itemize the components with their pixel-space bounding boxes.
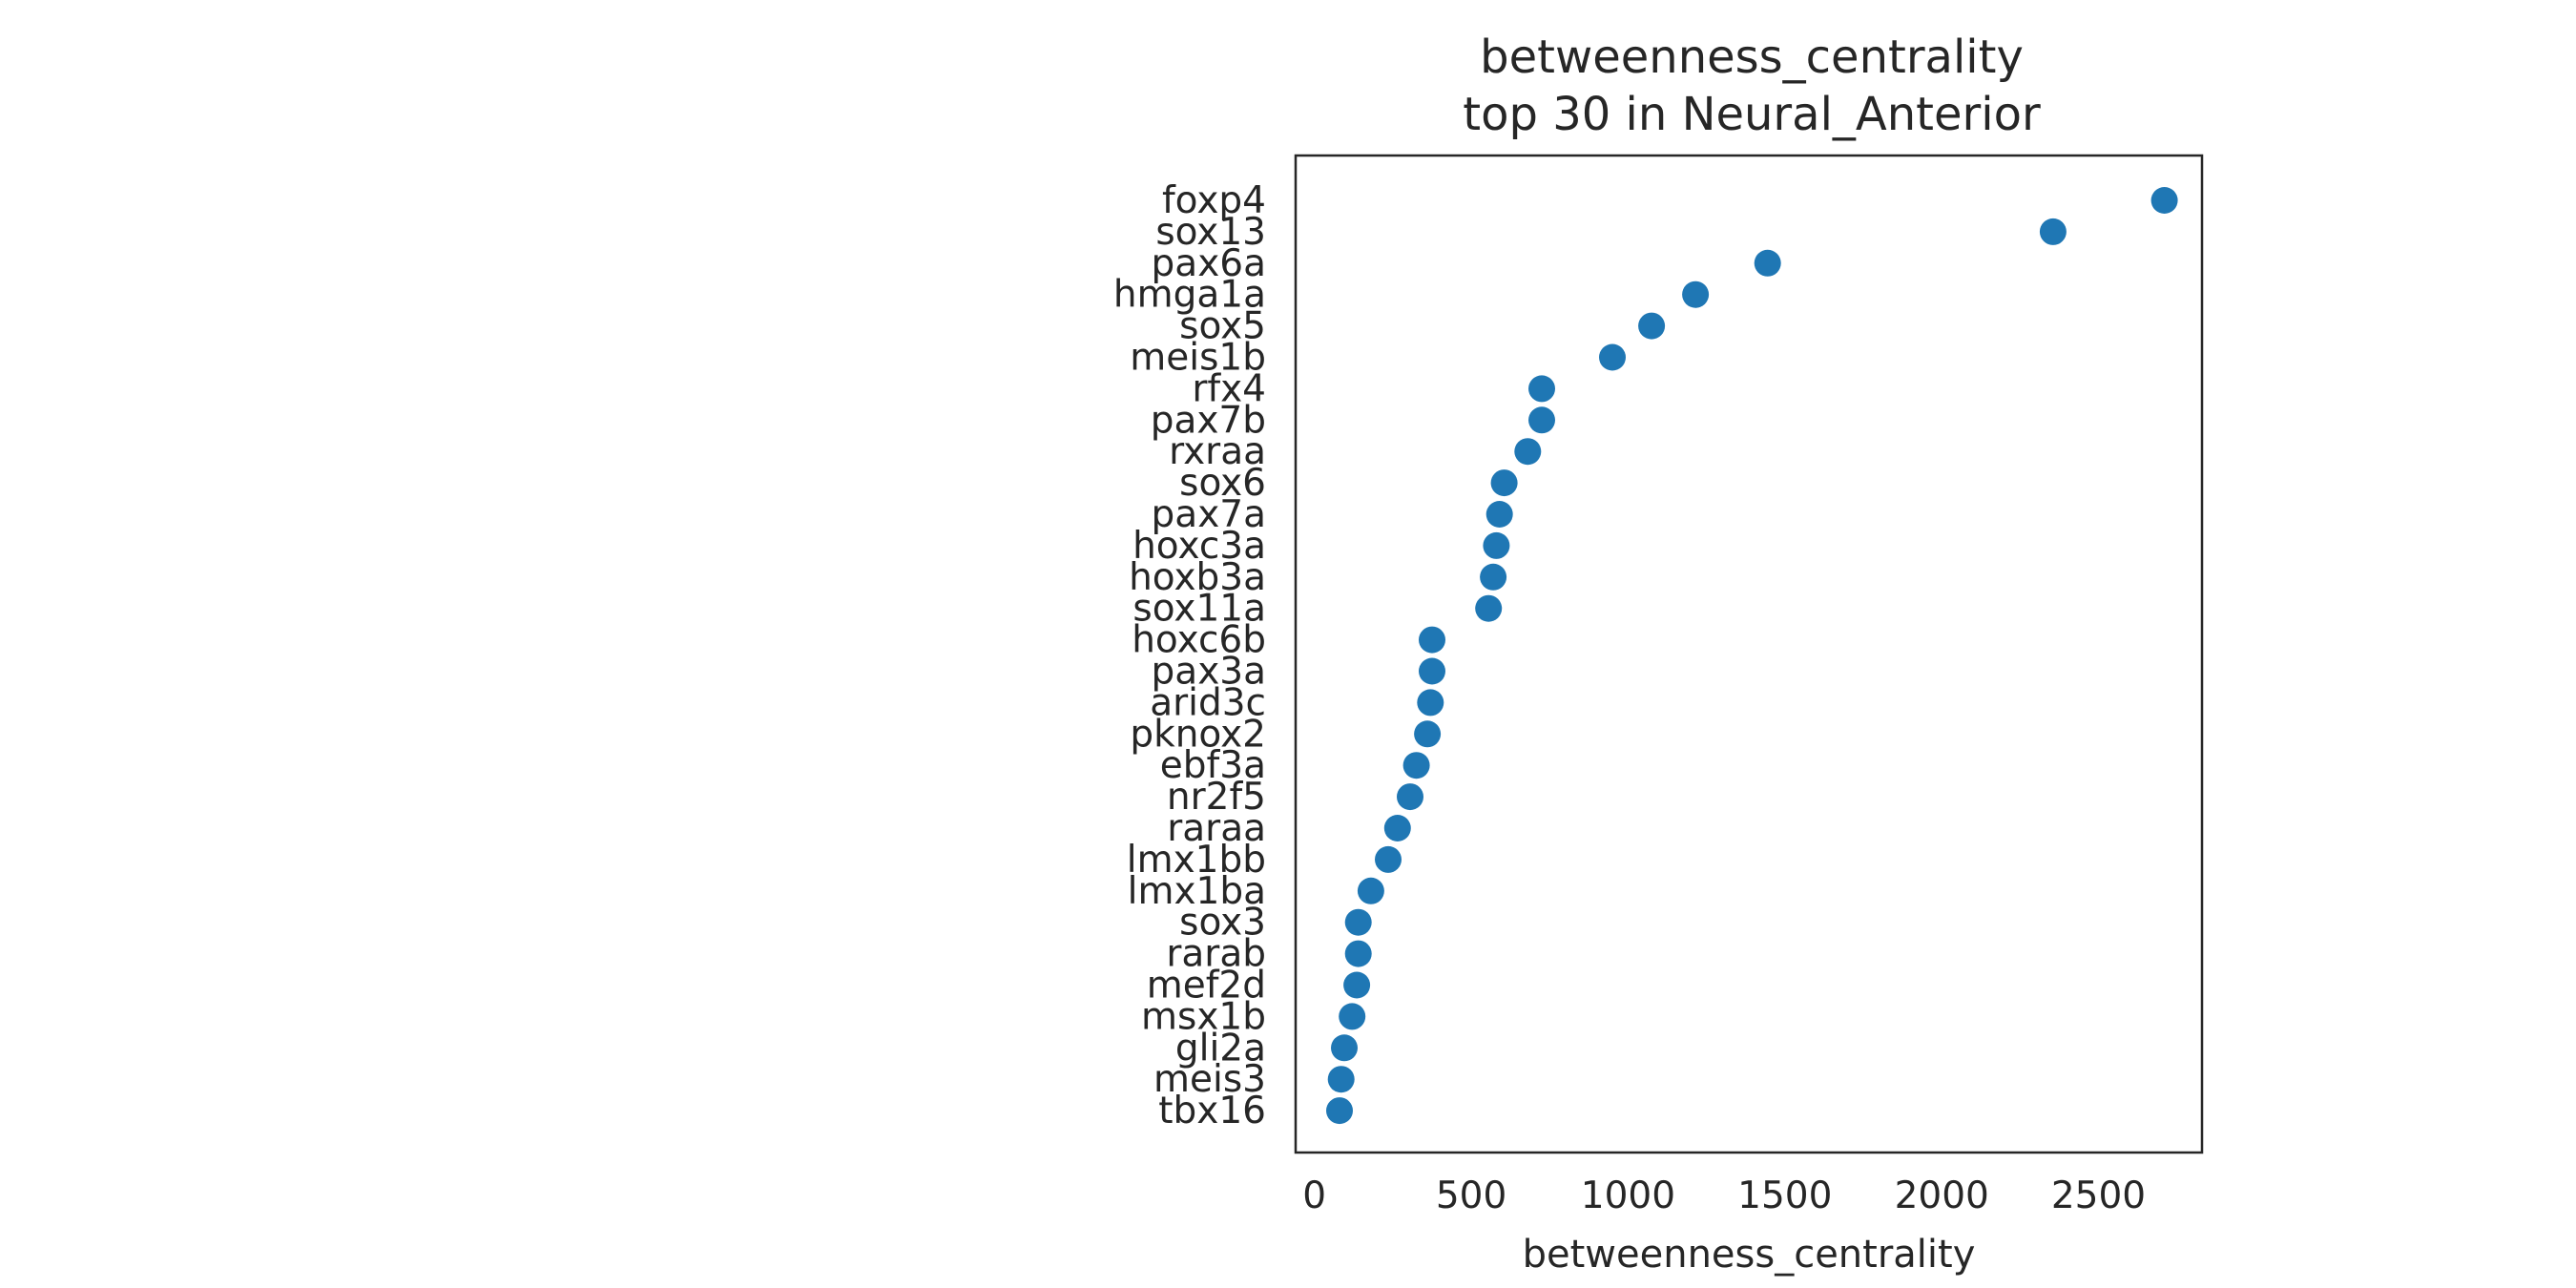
x-tick-label-0: 0: [1302, 1174, 1326, 1217]
data-point-meis1b: [1599, 343, 1626, 371]
y-tick-label-tbx16: tbx16: [1158, 1090, 1266, 1132]
y-tick-label-gli2a: gli2a: [1175, 1027, 1266, 1070]
y-tick-label-sox11a: sox11a: [1132, 588, 1266, 631]
x-tick-label-1000: 1000: [1581, 1174, 1675, 1217]
y-tick-labels: foxp4sox13pax6ahmga1asox5meis1brfx4pax7b…: [1113, 179, 1266, 1132]
data-point-mef2d: [1343, 971, 1371, 999]
plot-area-frame: [1294, 154, 2204, 1154]
data-point-sox13: [2039, 218, 2067, 245]
data-point-sox5: [1638, 312, 1666, 340]
y-tick-label-ebf3a: ebf3a: [1160, 744, 1266, 787]
y-tick-label-hmga1a: hmga1a: [1113, 274, 1266, 317]
y-tick-label-rxraa: rxraa: [1169, 430, 1266, 473]
data-point-sox11a: [1475, 594, 1503, 622]
data-point-msx1b: [1339, 1003, 1366, 1030]
data-point-pax6a: [1754, 249, 1781, 277]
y-tick-label-lmx1ba: lmx1ba: [1128, 870, 1266, 913]
y-tick-label-arid3c: arid3c: [1150, 681, 1266, 724]
y-tick-label-pax6a: pax6a: [1152, 242, 1266, 285]
data-point-rfx4: [1528, 375, 1555, 403]
data-point-gli2a: [1331, 1034, 1358, 1062]
data-point-nr2f5: [1397, 783, 1423, 811]
data-point-hoxb3a: [1480, 563, 1507, 591]
y-tick-label-sox6: sox6: [1179, 462, 1266, 505]
data-point-lmx1ba: [1357, 877, 1384, 904]
chart-title-line-1: betweenness_centrality: [1480, 31, 2024, 84]
data-point-foxp4: [2150, 187, 2178, 214]
data-point-pax7b: [1528, 406, 1555, 434]
data-point-pax3a: [1419, 657, 1445, 685]
x-tick-label-1500: 1500: [1737, 1174, 1832, 1217]
y-tick-label-pax7b: pax7b: [1151, 399, 1266, 442]
chart-title-line-2: top 30 in Neural_Anterior: [1463, 88, 2041, 141]
data-point-pknox2: [1414, 720, 1442, 748]
y-tick-label-meis1b: meis1b: [1130, 337, 1266, 380]
y-tick-label-nr2f5: nr2f5: [1167, 776, 1266, 819]
x-tick-labels: 0 500 1000 1500 2000 2500: [1302, 1174, 2146, 1217]
y-tick-label-hoxc6b: hoxc6b: [1132, 619, 1266, 662]
y-tick-label-foxp4: foxp4: [1162, 179, 1266, 222]
data-points: [1326, 187, 2178, 1125]
x-tick-label-2000: 2000: [1895, 1174, 1989, 1217]
data-point-arid3c: [1417, 689, 1444, 717]
y-tick-label-sox13: sox13: [1155, 211, 1266, 254]
y-tick-label-mef2d: mef2d: [1147, 965, 1266, 1008]
data-point-ebf3a: [1402, 752, 1430, 779]
data-point-rxraa: [1514, 438, 1542, 466]
data-point-hoxc6b: [1419, 626, 1445, 654]
data-point-sox6: [1490, 469, 1518, 497]
y-tick-label-lmx1bb: lmx1bb: [1127, 839, 1266, 882]
data-point-pax7a: [1485, 501, 1513, 528]
data-point-meis3: [1327, 1066, 1355, 1093]
y-tick-label-sox5: sox5: [1179, 305, 1266, 348]
y-tick-label-pknox2: pknox2: [1130, 713, 1266, 756]
y-tick-label-pax7a: pax7a: [1152, 493, 1266, 536]
data-point-hmga1a: [1682, 280, 1710, 308]
y-tick-label-rfx4: rfx4: [1192, 367, 1266, 410]
y-tick-label-sox3: sox3: [1179, 902, 1266, 945]
y-tick-label-msx1b: msx1b: [1141, 995, 1266, 1038]
data-point-raraa: [1383, 815, 1411, 841]
y-tick-label-rarab: rarab: [1166, 933, 1266, 976]
data-point-rarab: [1344, 940, 1372, 967]
y-tick-label-hoxb3a: hoxb3a: [1129, 556, 1266, 599]
y-tick-label-pax3a: pax3a: [1152, 651, 1266, 694]
y-tick-label-raraa: raraa: [1167, 807, 1266, 850]
x-axis-label: betweenness_centrality: [1523, 1233, 1976, 1277]
y-tick-label-meis3: meis3: [1153, 1058, 1266, 1101]
data-point-sox3: [1344, 908, 1372, 936]
data-point-tbx16: [1326, 1097, 1353, 1125]
y-tick-label-hoxc3a: hoxc3a: [1132, 525, 1266, 568]
data-point-lmx1bb: [1375, 845, 1402, 873]
x-tick-label-500: 500: [1436, 1174, 1506, 1217]
data-point-hoxc3a: [1483, 531, 1510, 559]
x-tick-label-2500: 2500: [2051, 1174, 2146, 1217]
